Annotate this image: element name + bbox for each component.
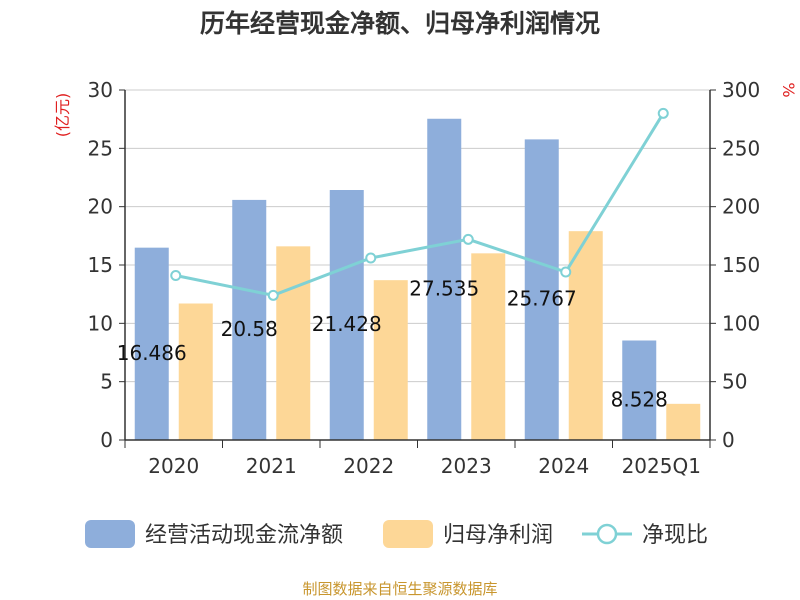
legend-label-profit[interactable]: 归母净利润 — [443, 523, 553, 548]
left-tick-label: 5 — [100, 370, 113, 394]
ratio-point[interactable] — [560, 266, 572, 278]
x-tick-label: 2025Q1 — [622, 454, 701, 478]
ratio-point[interactable] — [365, 252, 377, 264]
legend-swatch-profit[interactable] — [383, 520, 433, 548]
cashflow-bar[interactable] — [427, 118, 462, 440]
left-tick-label: 15 — [88, 253, 113, 277]
ratio-line — [170, 107, 669, 301]
x-tick-label: 2023 — [441, 454, 492, 478]
right-tick-label: 0 — [722, 428, 735, 452]
x-tick-label: 2021 — [246, 454, 297, 478]
ratio-line-path — [175, 112, 665, 297]
right-tick-label: 50 — [722, 370, 747, 394]
cashflow-data-label: 20.58 — [221, 317, 278, 341]
left-tick-label: 30 — [88, 78, 113, 102]
cashflow-data-label: 21.428 — [312, 312, 382, 336]
x-tick-label: 2024 — [538, 454, 589, 478]
profit-bar[interactable] — [568, 231, 603, 440]
chart-title: 历年经营现金净额、归母净利润情况 — [199, 9, 600, 38]
x-tick-label: 2022 — [343, 454, 394, 478]
profit-bar[interactable] — [471, 253, 506, 440]
right-axis-unit: % — [779, 82, 798, 97]
cashflow-bar[interactable] — [524, 139, 559, 440]
legend: 经营活动现金流净额 归母净利润 净现比 — [85, 520, 708, 548]
cashflow-data-label: 8.528 — [611, 387, 668, 411]
cashflow-bar[interactable] — [134, 247, 169, 440]
profit-bar[interactable] — [373, 280, 408, 440]
left-axis-unit: (亿元) — [53, 93, 72, 138]
x-tick-label: 2020 — [148, 454, 199, 478]
legend-label-ratio[interactable]: 净现比 — [642, 523, 708, 548]
right-tick-label: 100 — [722, 311, 760, 335]
left-tick-label: 25 — [88, 136, 113, 160]
ratio-point[interactable] — [462, 233, 474, 245]
legend-label-cashflow[interactable]: 经营活动现金流净额 — [145, 523, 343, 548]
bars — [134, 118, 701, 441]
cashflow-data-label: 16.486 — [117, 341, 187, 365]
cashflow-bar[interactable] — [329, 190, 364, 440]
source-note: 制图数据来自恒生聚源数据库 — [302, 580, 498, 598]
cashflow-bar[interactable] — [622, 340, 657, 440]
data-labels: 16.486 20.58 21.428 27.535 25.767 8.528 — [117, 276, 668, 411]
right-tick-label: 150 — [722, 253, 760, 277]
profit-bar[interactable] — [276, 246, 311, 440]
right-tick-label: 200 — [722, 195, 760, 219]
left-tick-label: 20 — [88, 195, 113, 219]
ratio-point[interactable] — [267, 289, 279, 301]
cashflow-data-label: 27.535 — [409, 276, 479, 300]
right-tick-label: 250 — [722, 136, 760, 160]
legend-swatch-ratio-marker[interactable] — [596, 523, 618, 545]
cashflow-bar[interactable] — [232, 199, 267, 440]
legend-swatch-cashflow[interactable] — [85, 520, 135, 548]
right-tick-label: 300 — [722, 78, 760, 102]
profit-bar[interactable] — [178, 303, 213, 441]
left-tick-label: 10 — [88, 311, 113, 335]
ratio-point[interactable] — [170, 270, 182, 281]
ratio-point[interactable] — [657, 107, 669, 119]
cashflow-data-label: 25.767 — [507, 287, 577, 311]
profit-bar[interactable] — [666, 403, 701, 440]
left-tick-label: 0 — [100, 428, 113, 452]
